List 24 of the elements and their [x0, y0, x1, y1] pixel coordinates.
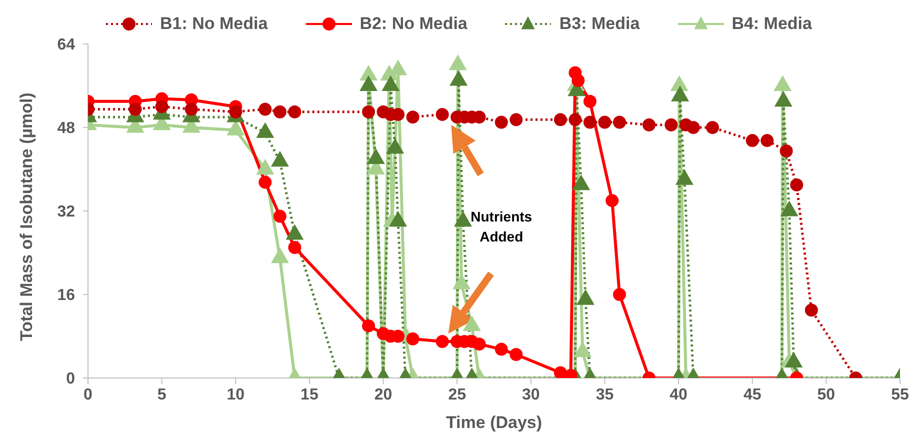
y-tick-label: 64 [57, 36, 76, 54]
y-tick-label: 16 [57, 287, 76, 304]
legend-label: B1: No Media [160, 14, 268, 34]
y-tick-label: 32 [57, 204, 76, 221]
legend-label: B4: Media [732, 14, 812, 34]
x-tick-label: 5 [157, 386, 166, 404]
x-tick-label: 45 [743, 386, 762, 404]
x-tick-label: 0 [84, 386, 93, 404]
x-tick-label: 20 [374, 386, 392, 404]
x-tick-label: 40 [670, 386, 688, 404]
legend-label: B3: Media [559, 14, 640, 34]
x-tick-label: 30 [522, 386, 540, 404]
x-tick-label: 55 [891, 386, 909, 404]
x-tick-label: 15 [300, 386, 318, 404]
x-tick-label: 50 [817, 386, 836, 404]
y-axis-title: Total Mass of Isobutane (µmol) [17, 92, 36, 341]
legend-label: B2: No Media [360, 14, 468, 34]
y-tick-label: 0 [66, 370, 76, 388]
x-axis-title: Time (Days) [446, 413, 542, 432]
annotation: Nutrients Added [470, 208, 532, 244]
y-tick-label: 48 [57, 120, 76, 138]
x-tick-label: 25 [448, 386, 466, 404]
x-tick-label: 10 [226, 386, 245, 404]
x-tick-label: 35 [596, 386, 614, 404]
